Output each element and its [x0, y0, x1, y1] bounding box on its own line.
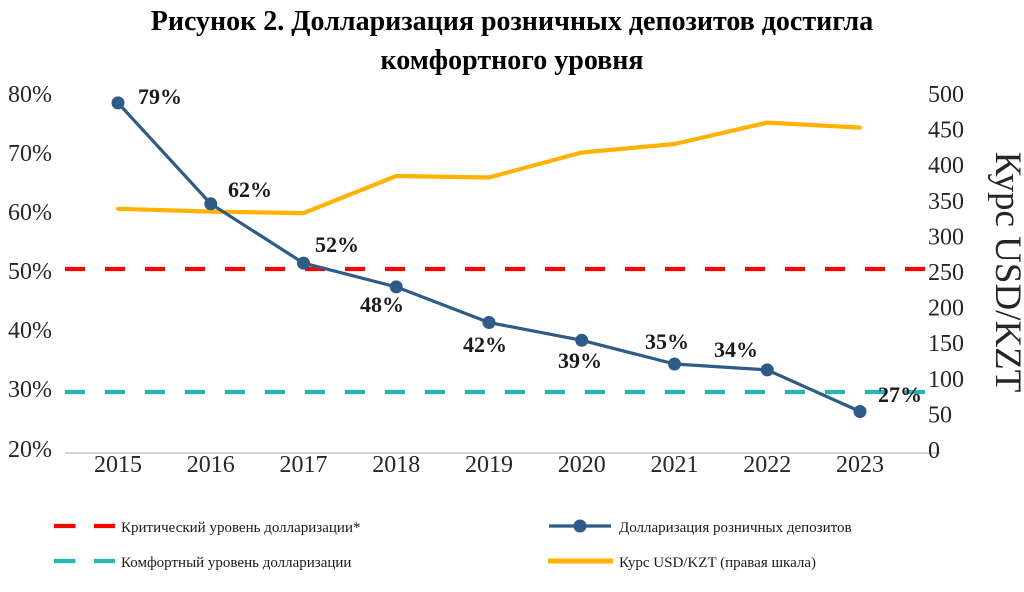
svg-text:39%: 39%	[558, 348, 602, 373]
svg-text:0: 0	[928, 438, 940, 464]
svg-text:2019: 2019	[465, 452, 513, 478]
svg-text:Критический уровень долларизац: Критический уровень долларизации*	[121, 520, 360, 536]
svg-text:27%: 27%	[878, 382, 922, 407]
svg-text:Курс USD/KZT (правая шкала): Курс USD/KZT (правая шкала)	[619, 555, 816, 571]
svg-text:200: 200	[928, 296, 964, 322]
svg-text:2020: 2020	[558, 452, 606, 478]
svg-text:2016: 2016	[187, 452, 235, 478]
svg-text:2023: 2023	[836, 452, 884, 478]
svg-text:100: 100	[928, 367, 964, 393]
svg-text:30%: 30%	[8, 377, 52, 403]
svg-text:Долларизация розничных депозит: Долларизация розничных депозитов	[619, 520, 852, 536]
svg-text:2021: 2021	[651, 452, 699, 478]
svg-text:70%: 70%	[8, 141, 52, 167]
svg-text:79%: 79%	[138, 84, 182, 109]
svg-text:48%: 48%	[360, 292, 404, 317]
svg-text:150: 150	[928, 331, 964, 357]
svg-text:50%: 50%	[8, 259, 52, 285]
svg-text:250: 250	[928, 260, 964, 286]
svg-text:42%: 42%	[463, 332, 507, 357]
svg-text:20%: 20%	[8, 437, 52, 463]
svg-text:34%: 34%	[714, 337, 758, 362]
svg-text:35%: 35%	[645, 329, 689, 354]
svg-text:400: 400	[928, 153, 964, 179]
svg-text:80%: 80%	[8, 82, 52, 108]
svg-text:2017: 2017	[280, 452, 328, 478]
svg-text:62%: 62%	[228, 177, 272, 202]
svg-text:450: 450	[928, 118, 964, 144]
svg-text:60%: 60%	[8, 200, 52, 226]
svg-text:40%: 40%	[8, 318, 52, 344]
svg-text:Курс USD/KZT: Курс USD/KZT	[987, 152, 1024, 393]
svg-text:500: 500	[928, 82, 964, 108]
svg-text:2022: 2022	[743, 452, 791, 478]
svg-text:2015: 2015	[94, 452, 142, 478]
svg-text:Комфортный уровень долларизаци: Комфортный уровень долларизации	[121, 555, 351, 571]
svg-text:300: 300	[928, 224, 964, 250]
svg-text:350: 350	[928, 189, 964, 215]
svg-text:52%: 52%	[315, 232, 359, 257]
svg-text:2018: 2018	[372, 452, 420, 478]
svg-text:50: 50	[928, 402, 952, 428]
